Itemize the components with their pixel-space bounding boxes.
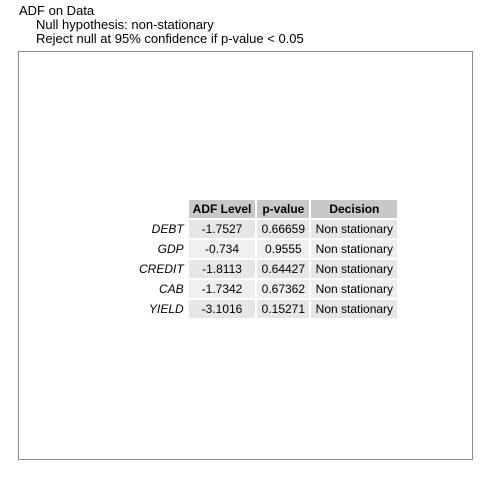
table-row: CAB -1.7342 0.67362 Non stationary <box>135 280 398 298</box>
adf-level-cell: -1.7527 <box>188 220 256 238</box>
decision-cell: Non stationary <box>311 220 398 238</box>
results-panel: ADF Level p-value Decision DEBT -1.7527 … <box>18 51 473 460</box>
table-header-row: ADF Level p-value Decision <box>135 200 398 218</box>
p-value-cell: 0.66659 <box>257 220 310 238</box>
p-value-cell: 0.9555 <box>257 240 310 258</box>
adf-level-cell: -1.7342 <box>188 280 256 298</box>
decision-rule-text: Reject null at 95% confidence if p-value… <box>36 31 304 46</box>
column-header-p-value: p-value <box>257 200 310 218</box>
decision-cell: Non stationary <box>311 280 398 298</box>
title-block: ADF on Data Null hypothesis: non-station… <box>19 4 304 46</box>
table-row: CREDIT -1.8113 0.64427 Non stationary <box>135 260 398 278</box>
row-label: CAB <box>158 282 184 296</box>
table-row: GDP -0.734 0.9555 Non stationary <box>135 240 398 258</box>
adf-level-cell: -1.8113 <box>188 260 256 278</box>
decision-cell: Non stationary <box>311 260 398 278</box>
table-corner-cell <box>135 200 187 218</box>
hypothesis-text: Null hypothesis: non-stationary <box>36 17 214 32</box>
row-label: GDP <box>157 242 184 256</box>
decision-cell: Non stationary <box>311 240 398 258</box>
p-value-cell: 0.64427 <box>257 260 310 278</box>
adf-results-table: ADF Level p-value Decision DEBT -1.7527 … <box>133 198 399 320</box>
table-row: DEBT -1.7527 0.66659 Non stationary <box>135 220 398 238</box>
column-header-decision: Decision <box>311 200 398 218</box>
row-label: DEBT <box>151 222 184 236</box>
p-value-cell: 0.67362 <box>257 280 310 298</box>
adf-level-cell: -3.1016 <box>188 300 256 318</box>
p-value-cell: 0.15271 <box>257 300 310 318</box>
column-header-adf-level: ADF Level <box>188 200 256 218</box>
row-label: CREDIT <box>139 262 184 276</box>
decision-cell: Non stationary <box>311 300 398 318</box>
table-row: YIELD -3.1016 0.15271 Non stationary <box>135 300 398 318</box>
adf-level-cell: -0.734 <box>188 240 256 258</box>
row-label: YIELD <box>148 302 184 316</box>
main-title: ADF on Data <box>19 3 95 18</box>
